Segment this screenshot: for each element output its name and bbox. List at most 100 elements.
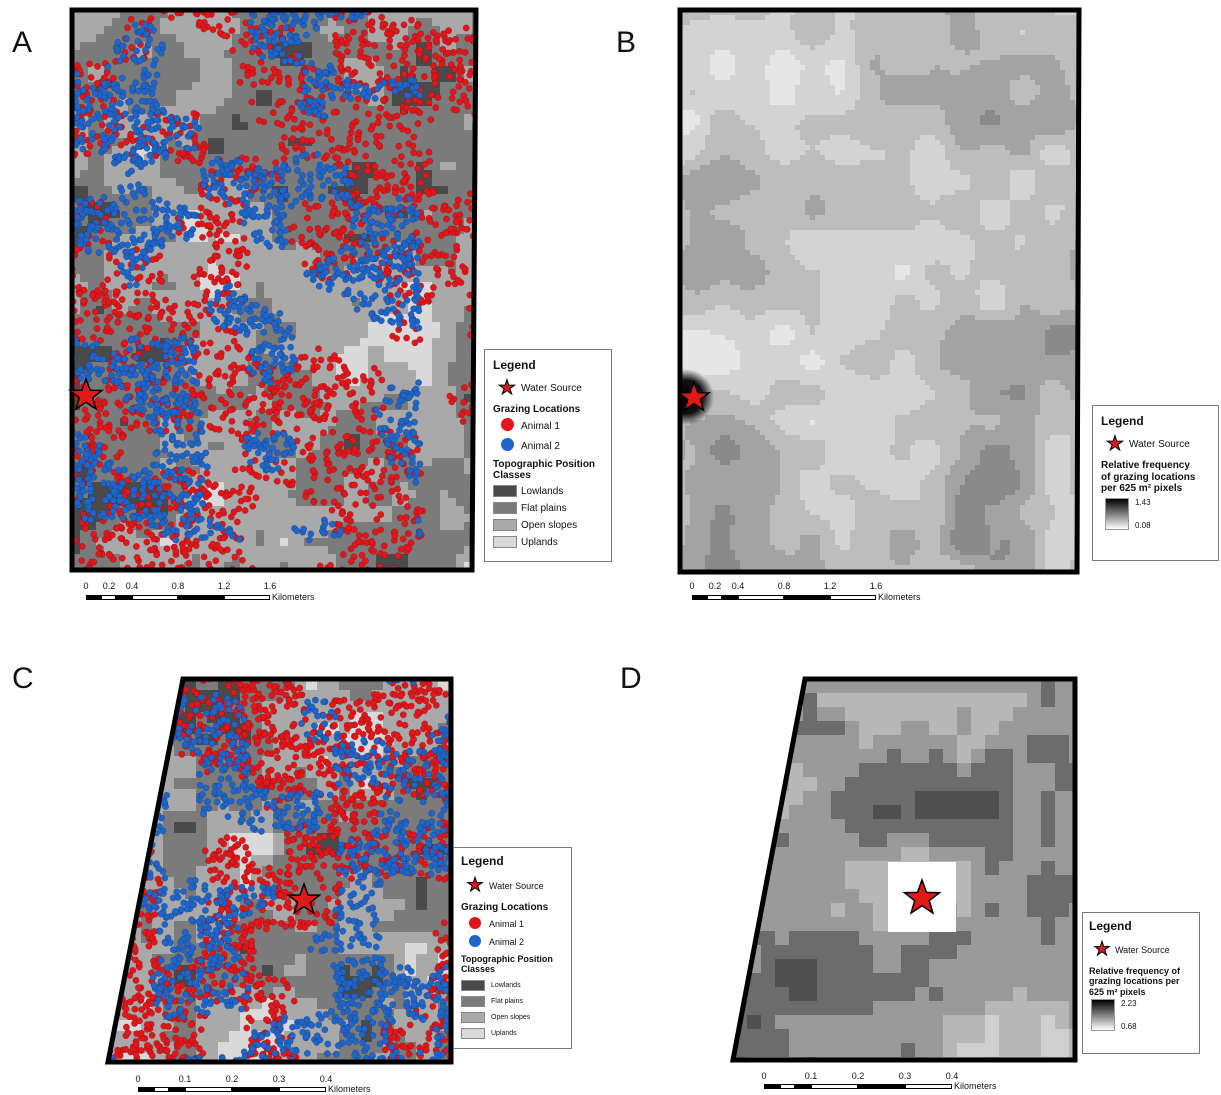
water-source-star-icon: ★ <box>493 378 521 399</box>
animal1-dot-icon <box>500 418 514 431</box>
legend-c-grazing: Grazing Locations <box>461 902 564 913</box>
scale-tick: 0.8 <box>778 581 791 591</box>
legend-c-water: Water Source <box>489 881 544 891</box>
open-slopes-swatch <box>461 1011 485 1023</box>
panel-label-b: B <box>616 26 636 60</box>
water-source-star-d <box>902 877 942 915</box>
legend-c-animal1: Animal 1 <box>489 919 524 929</box>
legend-b-freq-3: per 625 m² pixels <box>1101 483 1210 495</box>
scalebar-c-bar <box>138 1087 388 1092</box>
lowlands-swatch <box>493 485 517 497</box>
frequency-raster-b <box>680 10 1079 572</box>
map-c <box>108 679 451 1062</box>
scale-tick: 0.1 <box>805 1071 818 1081</box>
lowlands-swatch <box>461 979 485 991</box>
legend-b-freq-1: Relative frequency <box>1101 460 1210 472</box>
legend-c-class-2: Open slopes <box>491 1014 530 1021</box>
scale-tick: 0 <box>83 581 88 591</box>
animal2-dot-icon <box>500 438 514 451</box>
water-source-star-a <box>67 376 105 411</box>
scale-tick: 0.4 <box>320 1074 333 1084</box>
legend-a-class-2: Open slopes <box>521 520 577 531</box>
scale-tick: 0 <box>761 1071 766 1081</box>
scale-tick: 1.6 <box>264 581 277 591</box>
legend-d-freq-3: 625 m² pixels <box>1089 987 1193 997</box>
legend-d-max: 2.23 <box>1121 999 1137 1008</box>
legend-c-animal2: Animal 2 <box>489 937 524 947</box>
scalebar-b-bar <box>692 595 932 600</box>
scale-tick: 0.4 <box>126 581 139 591</box>
flat-plains-swatch <box>461 995 485 1007</box>
scale-tick: 0.2 <box>852 1071 865 1081</box>
map-a-frame <box>69 7 479 573</box>
scale-tick: 0.4 <box>946 1071 959 1081</box>
uplands-swatch <box>493 536 517 548</box>
scale-tick: 1.2 <box>824 581 837 591</box>
legend-d-water: Water Source <box>1115 945 1170 955</box>
legend-a-water: Water Source <box>521 383 582 394</box>
legend-c-topo: Topographic Position Classes <box>461 954 564 975</box>
scale-tick: 1.6 <box>870 581 883 591</box>
water-source-star-c <box>286 881 322 915</box>
scalebar-b-ticks: 0 0.2 0.4 0.8 1.2 1.6 <box>689 581 932 593</box>
legend-a-animal2: Animal 2 <box>521 441 560 452</box>
legend-c-title: Legend <box>461 854 564 868</box>
scalebar-d: 0 0.1 0.2 0.3 0.4 Kilometers <box>761 1071 1014 1091</box>
scalebar-d-bar <box>764 1084 1014 1089</box>
scale-tick: 0.1 <box>179 1074 192 1084</box>
scale-tick: 0.2 <box>709 581 722 591</box>
scale-tick: 0.8 <box>172 581 185 591</box>
legend-c-class-0: Lowlands <box>491 982 521 989</box>
animal1-dot-icon <box>469 917 481 929</box>
scale-tick: 0 <box>135 1074 140 1084</box>
scalebar-c: 0 0.1 0.2 0.3 0.4 Kilometers <box>135 1074 388 1094</box>
legend-d-freq-1: Relative frequency of <box>1089 966 1193 976</box>
scale-tick: 1.2 <box>218 581 231 591</box>
legend-b-max: 1.43 <box>1135 498 1151 507</box>
scale-tick: 0.3 <box>899 1071 912 1081</box>
panel-label-c: C <box>12 662 34 696</box>
scalebar-a-unit: Kilometers <box>272 592 315 602</box>
legend-a-title: Legend <box>493 358 603 372</box>
scalebar-a-bar <box>86 595 326 600</box>
legend-b-title: Legend <box>1101 414 1210 428</box>
legend-d-title: Legend <box>1089 919 1193 933</box>
map-d <box>733 679 1075 1060</box>
legend-a-grazing: Grazing Locations <box>493 404 603 415</box>
legend-b-freq-2: of grazing locations <box>1101 472 1210 484</box>
legend-b-water: Water Source <box>1129 439 1190 450</box>
scale-tick: 0 <box>689 581 694 591</box>
legend-c-class-1: Flat plains <box>491 998 523 1005</box>
frequency-gradient-ramp <box>1105 497 1129 530</box>
animal2-dot-icon <box>469 935 481 947</box>
uplands-swatch <box>461 1027 485 1039</box>
grazing-points-c <box>108 679 451 1062</box>
scalebar-b-unit: Kilometers <box>878 592 921 602</box>
water-source-star-b <box>676 379 712 412</box>
frequency-gradient-ramp <box>1091 999 1115 1032</box>
legend-a-topo: Topographic Position Classes <box>493 459 603 481</box>
legend-a-class-3: Uplands <box>521 537 558 548</box>
legend-a: Legend ★ Water Source Grazing Locations … <box>484 349 612 562</box>
open-slopes-swatch <box>493 519 517 531</box>
scalebar-c-ticks: 0 0.1 0.2 0.3 0.4 <box>135 1074 388 1086</box>
grazing-points-a <box>72 10 476 570</box>
scalebar-b: 0 0.2 0.4 0.8 1.2 1.6 Kilometers <box>689 581 932 602</box>
legend-c: Legend ★ Water Source Grazing Locations … <box>453 847 572 1049</box>
scalebar-d-ticks: 0 0.1 0.2 0.3 0.4 <box>761 1071 1014 1083</box>
scale-tick: 0.3 <box>273 1074 286 1084</box>
scalebar-c-unit: Kilometers <box>328 1084 371 1094</box>
legend-a-animal1: Animal 1 <box>521 421 560 432</box>
panel-label-a: A <box>12 26 32 60</box>
map-b <box>680 10 1079 572</box>
legend-d-freq-2: grazing locations per <box>1089 976 1193 986</box>
legend-d-min: 0.68 <box>1121 1022 1137 1031</box>
legend-a-class-1: Flat plains <box>521 503 567 514</box>
scalebar-a-ticks: 0 0.2 0.4 0.8 1.2 1.6 <box>83 581 326 593</box>
legend-d: Legend ★ Water Source Relative frequency… <box>1082 912 1200 1054</box>
scalebar-a: 0 0.2 0.4 0.8 1.2 1.6 Kilometers <box>83 581 326 602</box>
panel-label-d: D <box>620 662 642 696</box>
scalebar-d-unit: Kilometers <box>954 1081 997 1091</box>
legend-b-min: 0.08 <box>1135 521 1151 530</box>
